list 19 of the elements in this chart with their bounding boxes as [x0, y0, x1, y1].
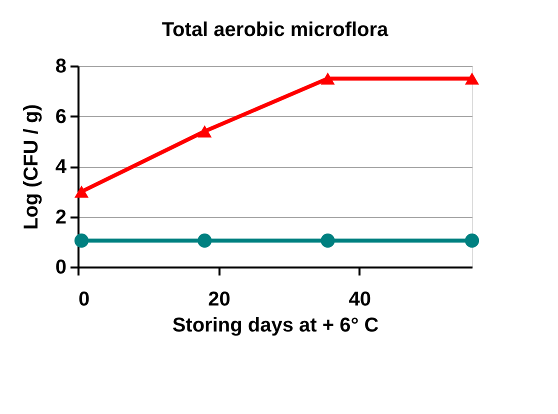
x-tick-label: 40	[348, 288, 372, 310]
x-axis-title: Storing days at + 6° C	[172, 314, 379, 336]
y-tick-label: 8	[55, 56, 66, 78]
point	[74, 186, 89, 198]
chart-title: Total aerobic microflora	[162, 19, 390, 41]
point	[198, 125, 212, 138]
point	[320, 234, 335, 248]
y-tick-label: 2	[55, 206, 66, 228]
y-tick-label: 4	[55, 156, 68, 178]
point	[198, 234, 212, 248]
y-tick-label: 0	[55, 256, 66, 278]
y-tick-label: 6	[55, 106, 66, 128]
x-tick-label: 0	[78, 288, 90, 310]
point	[74, 234, 89, 248]
point	[464, 234, 480, 248]
point	[464, 72, 480, 85]
x-tick-label: 20	[208, 288, 230, 310]
point	[320, 72, 335, 85]
y-axis-title: Log (CFU / g)	[20, 104, 42, 230]
